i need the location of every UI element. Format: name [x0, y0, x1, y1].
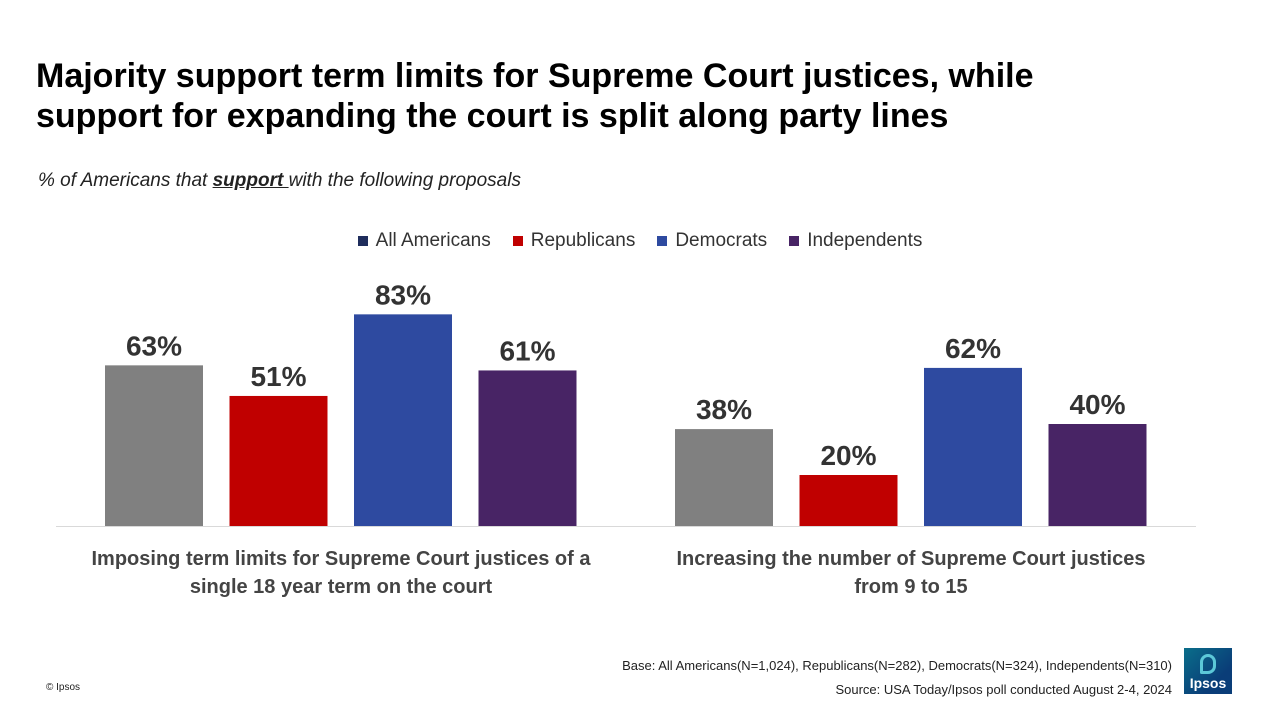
footer-source-note: Source: USA Today/Ipsos poll conducted A…: [835, 682, 1172, 697]
legend-label-republicans: Republicans: [530, 230, 636, 251]
category-label-term-limits-line-1: Imposing term limits for Supreme Court j…: [91, 548, 591, 570]
bar-independents-cat-0: [478, 370, 577, 526]
legend-item-republicans: Republicans: [512, 230, 636, 252]
chart-legend: All Americans Republicans Democrats Inde…: [0, 230, 1280, 252]
subtitle-prefix: % of Americans that: [38, 170, 213, 191]
legend-label-independents: Independents: [807, 230, 923, 251]
value-label-independents-cat-0: 61%: [499, 335, 555, 366]
subtitle-emphasis: support: [212, 170, 289, 191]
category-label-expand-court: Increasing the number of Supreme Court j…: [626, 545, 1196, 601]
category-label-term-limits: Imposing term limits for Supreme Court j…: [56, 545, 626, 601]
category-label-term-limits-line-2: single 18 year term on the court: [189, 576, 493, 598]
title-line-1: Majority support term limits for Supreme…: [36, 57, 1034, 95]
category-label-expand-court-line-1: Increasing the number of Supreme Court j…: [676, 548, 1146, 570]
legend-swatch-independents: [789, 236, 800, 246]
bar-democrats-cat-1: [924, 367, 1022, 526]
bar-independents-cat-1: [1048, 424, 1147, 526]
subtitle-suffix: with the following proposals: [288, 170, 521, 191]
value-label-democrats-cat-0: 83%: [375, 279, 431, 310]
legend-swatch-republicans: [512, 236, 523, 246]
legend-swatch-all-americans: [357, 236, 368, 246]
value-label-republicans-cat-1: 20%: [820, 440, 876, 471]
chart-subtitle: % of Americans that support with the fol…: [38, 170, 521, 192]
legend-item-all-americans: All Americans: [357, 230, 491, 252]
legend-label-democrats: Democrats: [675, 230, 768, 251]
footer-base-note: Base: All Americans(N=1,024), Republican…: [622, 658, 1172, 673]
chart-title: Majority support term limits for Supreme…: [36, 56, 1216, 136]
value-label-democrats-cat-1: 62%: [945, 333, 1001, 364]
bar-chart: 63% 51% 83% 61% 38% 20% 62% 40%: [56, 279, 1196, 527]
bar-all-americans-cat-0: [105, 365, 203, 526]
copyright-notice: © Ipsos: [46, 682, 81, 693]
value-label-independents-cat-1: 40%: [1069, 389, 1125, 420]
legend-item-independents: Independents: [789, 230, 922, 252]
category-label-expand-court-line-2: from 9 to 15: [854, 576, 968, 598]
title-line-2: support for expanding the court is split…: [36, 97, 949, 135]
bar-republicans-cat-0: [229, 395, 328, 526]
legend-label-all-americans: All Americans: [375, 230, 491, 251]
legend-swatch-democrats: [657, 236, 668, 246]
value-label-all-americans-cat-0: 63%: [126, 330, 182, 361]
ipsos-logo-mark-icon: [1200, 654, 1216, 674]
legend-item-democrats: Democrats: [657, 230, 767, 252]
bar-democrats-cat-0: [354, 314, 452, 526]
ipsos-logo: Ipsos: [1184, 648, 1232, 694]
value-label-republicans-cat-0: 51%: [250, 361, 306, 392]
bar-all-americans-cat-1: [675, 429, 773, 526]
bar-republicans-cat-1: [799, 475, 898, 526]
value-label-all-americans-cat-1: 38%: [696, 394, 752, 425]
ipsos-logo-text: Ipsos: [1189, 675, 1227, 691]
